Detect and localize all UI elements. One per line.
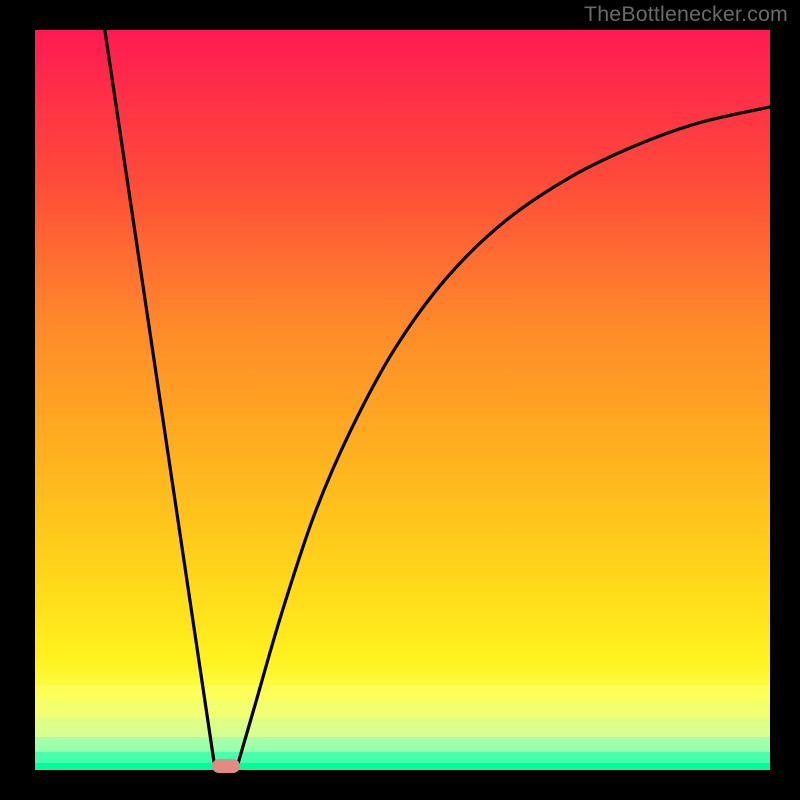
- left-branch: [105, 30, 215, 764]
- minimum-marker: [212, 759, 240, 773]
- watermark-text: TheBottlenecker.com: [584, 2, 788, 27]
- right-branch: [238, 107, 770, 764]
- curve-layer: [35, 30, 770, 770]
- figure-root: TheBottlenecker.com: [0, 0, 800, 800]
- plot-area: [35, 30, 770, 770]
